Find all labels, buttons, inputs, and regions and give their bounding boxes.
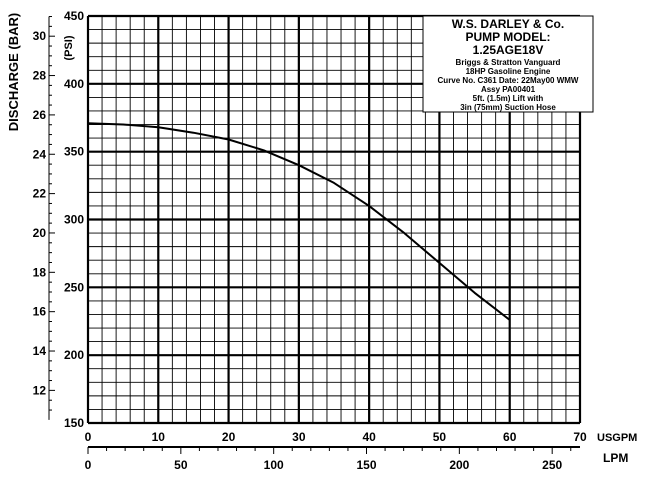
info-model: 1.25AGE18V — [473, 43, 544, 57]
y-axis-label-bar: DISCHARGE (BAR) — [6, 13, 21, 131]
bar-tick-label: 18 — [33, 265, 47, 279]
usgpm-tick-label: 30 — [292, 430, 306, 444]
lpm-axis — [87, 446, 580, 454]
y-axis-label-psi: (PSI) — [63, 35, 75, 60]
info-model-label: PUMP MODEL: — [465, 30, 550, 44]
psi-tick-label: 450 — [64, 9, 84, 23]
info-engine-1: Briggs & Stratton Vanguard — [456, 58, 561, 67]
lpm-tick-label: 100 — [264, 458, 284, 472]
usgpm-tick-label: 10 — [152, 430, 166, 444]
bar-tick-label: 12 — [33, 383, 47, 397]
psi-tick-label: 400 — [64, 77, 84, 91]
bar-tick-label: 28 — [33, 69, 47, 83]
lpm-tick-label: 50 — [174, 458, 188, 472]
major-grid — [86, 14, 582, 425]
bar-tick-labels: 12 14 16 18 20 22 24 26 28 30 — [33, 16, 55, 420]
usgpm-tick-label: 40 — [362, 430, 376, 444]
psi-tick-label: 200 — [64, 348, 84, 362]
psi-tick-label: 350 — [64, 145, 84, 159]
series-layer — [87, 122, 511, 321]
series-line — [87, 122, 511, 321]
bar-tick-label: 24 — [33, 147, 47, 161]
usgpm-tick-label: 60 — [503, 430, 517, 444]
info-box: W.S. DARLEY & Co. PUMP MODEL: 1.25AGE18V… — [422, 15, 594, 113]
bar-tick-label: 30 — [33, 29, 47, 43]
info-curve: Curve No. C361 Date: 22May00 WMW — [438, 76, 579, 85]
lpm-tick-label: 0 — [85, 458, 92, 472]
x-axis-label-lpm: LPM — [603, 451, 628, 465]
usgpm-tick-label: 0 — [85, 430, 92, 444]
bar-tick-label: 14 — [33, 344, 47, 358]
info-assy: Assy PA00401 — [481, 85, 536, 94]
lpm-tick-labels: 0 50 100 150 200 250 — [85, 458, 563, 472]
usgpm-tick-labels: 0 10 20 30 40 50 60 70 — [85, 430, 587, 444]
lpm-tick-label: 200 — [449, 458, 469, 472]
x-axis-label-usgpm: USGPM — [597, 432, 637, 444]
bar-tick-label: 26 — [33, 108, 47, 122]
info-lift-1: 5ft. (1.5m) Lift with — [473, 94, 544, 103]
info-box-frame — [422, 15, 594, 113]
bar-tick-label: 20 — [33, 226, 47, 240]
lpm-tick-label: 150 — [356, 458, 376, 472]
bar-tick-label: 22 — [33, 187, 47, 201]
psi-tick-label: 300 — [64, 213, 84, 227]
info-lift-2: 3in (75mm) Suction Hose — [460, 103, 556, 112]
psi-tick-label: 150 — [64, 416, 84, 430]
psi-tick-labels: 150 200 250 300 350 400 450 — [64, 9, 84, 430]
bar-tick-label: 16 — [33, 305, 47, 319]
lpm-tick-label: 250 — [542, 458, 562, 472]
info-company: W.S. DARLEY & Co. — [452, 17, 564, 31]
psi-tick-label: 250 — [64, 280, 84, 294]
usgpm-tick-label: 50 — [433, 430, 447, 444]
usgpm-tick-label: 70 — [573, 430, 587, 444]
info-engine-2: 18HP Gasoline Engine — [466, 67, 551, 76]
usgpm-tick-label: 20 — [222, 430, 236, 444]
